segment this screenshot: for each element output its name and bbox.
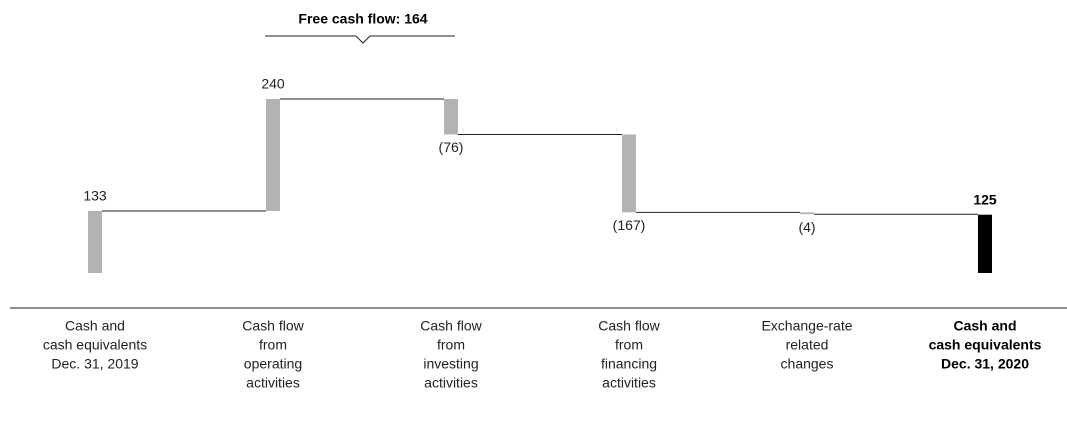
x-tick-label: Exchange-rate [761, 318, 852, 334]
annotation: Free cash flow: 164 [298, 11, 427, 27]
value-label: 125 [973, 191, 997, 207]
x-tick-label: changes [781, 356, 834, 372]
x-tick-label: Cash flow [242, 318, 304, 334]
x-tick-label: from [259, 337, 287, 353]
x-tick-label: activities [246, 375, 300, 391]
value-label: (76) [439, 139, 464, 155]
bar [978, 214, 992, 273]
value-label: (167) [613, 217, 646, 233]
value-label: 133 [83, 188, 107, 204]
x-tick-label: Cash flow [420, 318, 482, 334]
x-tick-label: Cash flow [598, 318, 660, 334]
value-label: (4) [798, 219, 815, 235]
x-tick-label: operating [244, 356, 302, 372]
x-tick-label: Dec. 31, 2020 [941, 356, 1029, 372]
x-tick-label: Cash and [65, 318, 125, 334]
x-tick-label: financing [601, 356, 657, 372]
bar [444, 99, 458, 135]
value-label: 240 [261, 76, 285, 92]
x-tick-label: investing [423, 356, 478, 372]
annotation-bracket [265, 35, 455, 44]
x-tick-label: cash equivalents [43, 337, 147, 353]
x-tick-label: activities [424, 375, 478, 391]
bar [88, 210, 102, 273]
x-tick-label: cash equivalents [929, 337, 1042, 353]
bar [622, 134, 636, 213]
bar [266, 99, 280, 211]
bar [800, 212, 814, 215]
x-tick-label: from [615, 337, 643, 353]
x-tick-label: activities [602, 375, 656, 391]
x-tick-label: Dec. 31, 2019 [51, 356, 138, 372]
x-tick-label: Cash and [953, 318, 1016, 334]
x-tick-label: from [437, 337, 465, 353]
x-tick-label: related [786, 337, 829, 353]
